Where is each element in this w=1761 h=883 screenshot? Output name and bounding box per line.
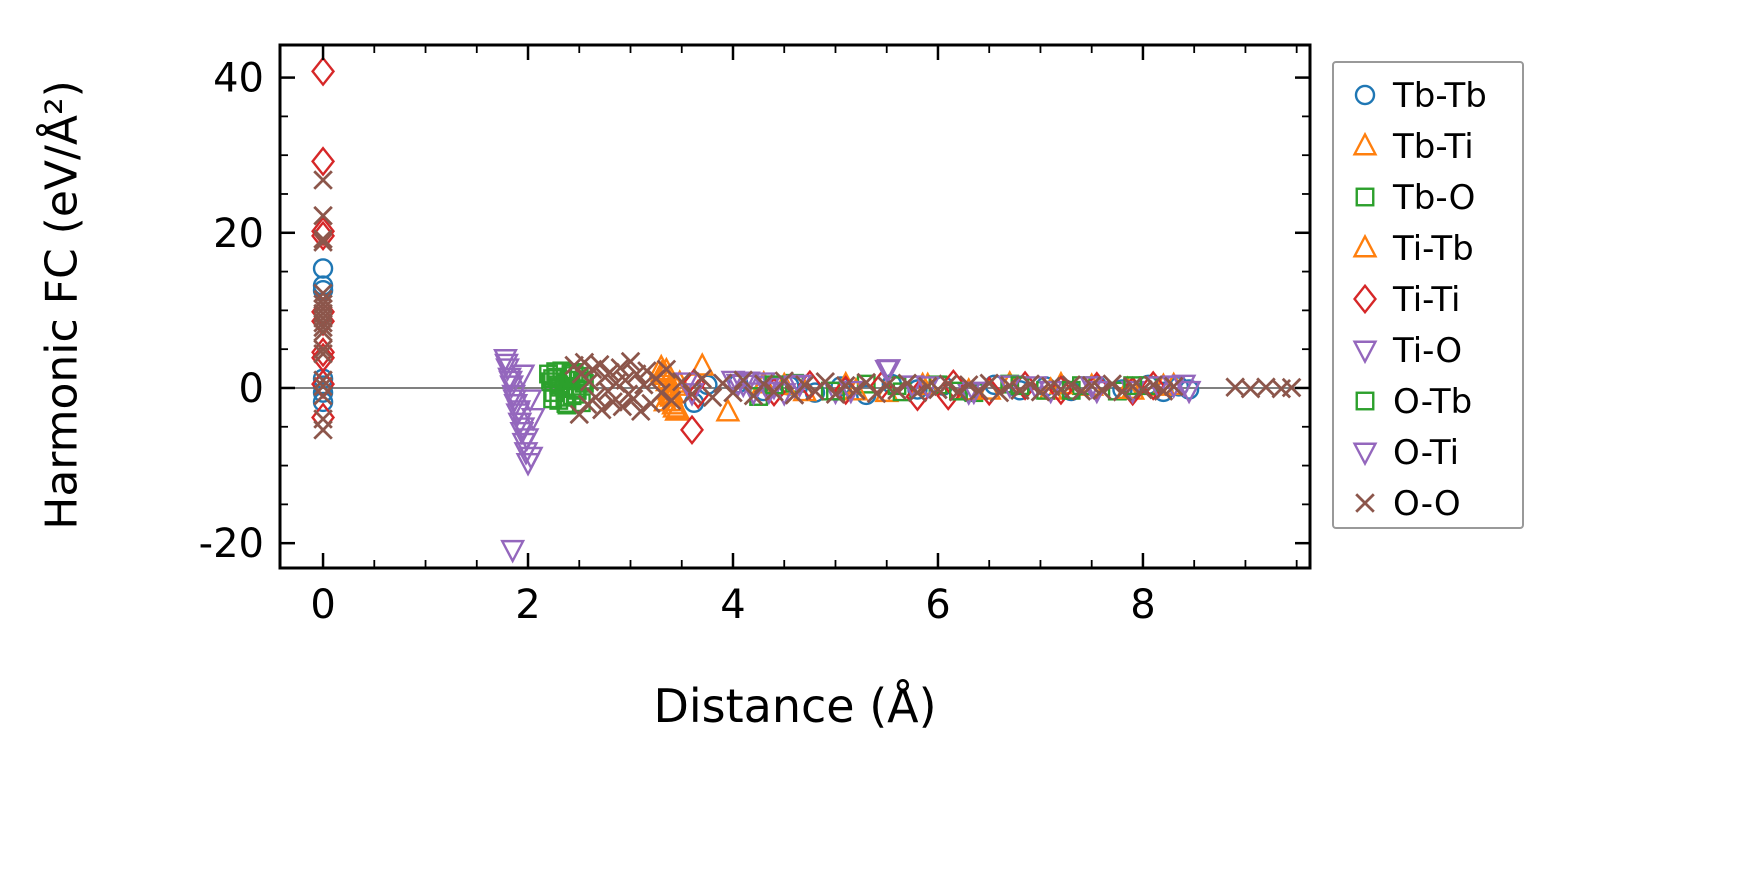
legend-label: Tb-Ti	[1392, 127, 1474, 167]
series-O-O	[313, 170, 1302, 440]
legend-entry-Tb-O: Tb-O	[1355, 178, 1475, 218]
x-tick-label: 2	[515, 582, 540, 628]
y-axis-label: Harmonic FC (eV/Å²)	[36, 80, 88, 530]
y-tick-label: 20	[213, 211, 264, 257]
legend-label: Tb-Tb	[1392, 76, 1487, 116]
legend-entry-Tb-Ti: Tb-Ti	[1352, 127, 1474, 167]
legend-label: O-Ti	[1393, 433, 1459, 473]
legend-entry-O-O: O-O	[1355, 484, 1461, 524]
legend-label: Ti-Tb	[1392, 229, 1474, 269]
axis-ticks: 0 2 4 6 8 -20 0 20 40	[199, 45, 1310, 628]
legend-entry-Ti-Tb: Ti-Tb	[1352, 229, 1474, 269]
legend-entry-Ti-Ti: Ti-Ti	[1353, 280, 1461, 320]
legend-label: Ti-Ti	[1392, 280, 1461, 320]
legend: Tb-Tb Tb-Ti Tb-O Ti-Tb Ti-Ti Ti-O O-Tb O-Ti O-O	[1332, 61, 1524, 529]
y-tick-label: 0	[239, 366, 264, 412]
legend-label: Tb-O	[1392, 178, 1475, 218]
x-tick-label: 4	[720, 582, 745, 628]
legend-entry-Tb-Tb: Tb-Tb	[1354, 76, 1487, 116]
legend-entry-O-Tb: O-Tb	[1355, 382, 1472, 422]
x-tick-label: 8	[1130, 582, 1155, 628]
x-axis-label: Distance (Å)	[653, 679, 937, 733]
legend-entry-O-Ti: O-Ti	[1352, 433, 1459, 473]
legend-label: Ti-O	[1392, 331, 1462, 371]
x-tick-label: 0	[310, 582, 335, 628]
legend-label: O-Tb	[1393, 382, 1472, 422]
legend-label: O-O	[1393, 484, 1461, 524]
y-tick-label: -20	[199, 521, 264, 567]
plot-border	[278, 43, 1312, 570]
y-tick-label: 40	[213, 56, 264, 102]
x-tick-label: 6	[925, 582, 950, 628]
legend-entry-Ti-O: Ti-O	[1352, 331, 1462, 371]
data-layer	[311, 56, 1302, 564]
